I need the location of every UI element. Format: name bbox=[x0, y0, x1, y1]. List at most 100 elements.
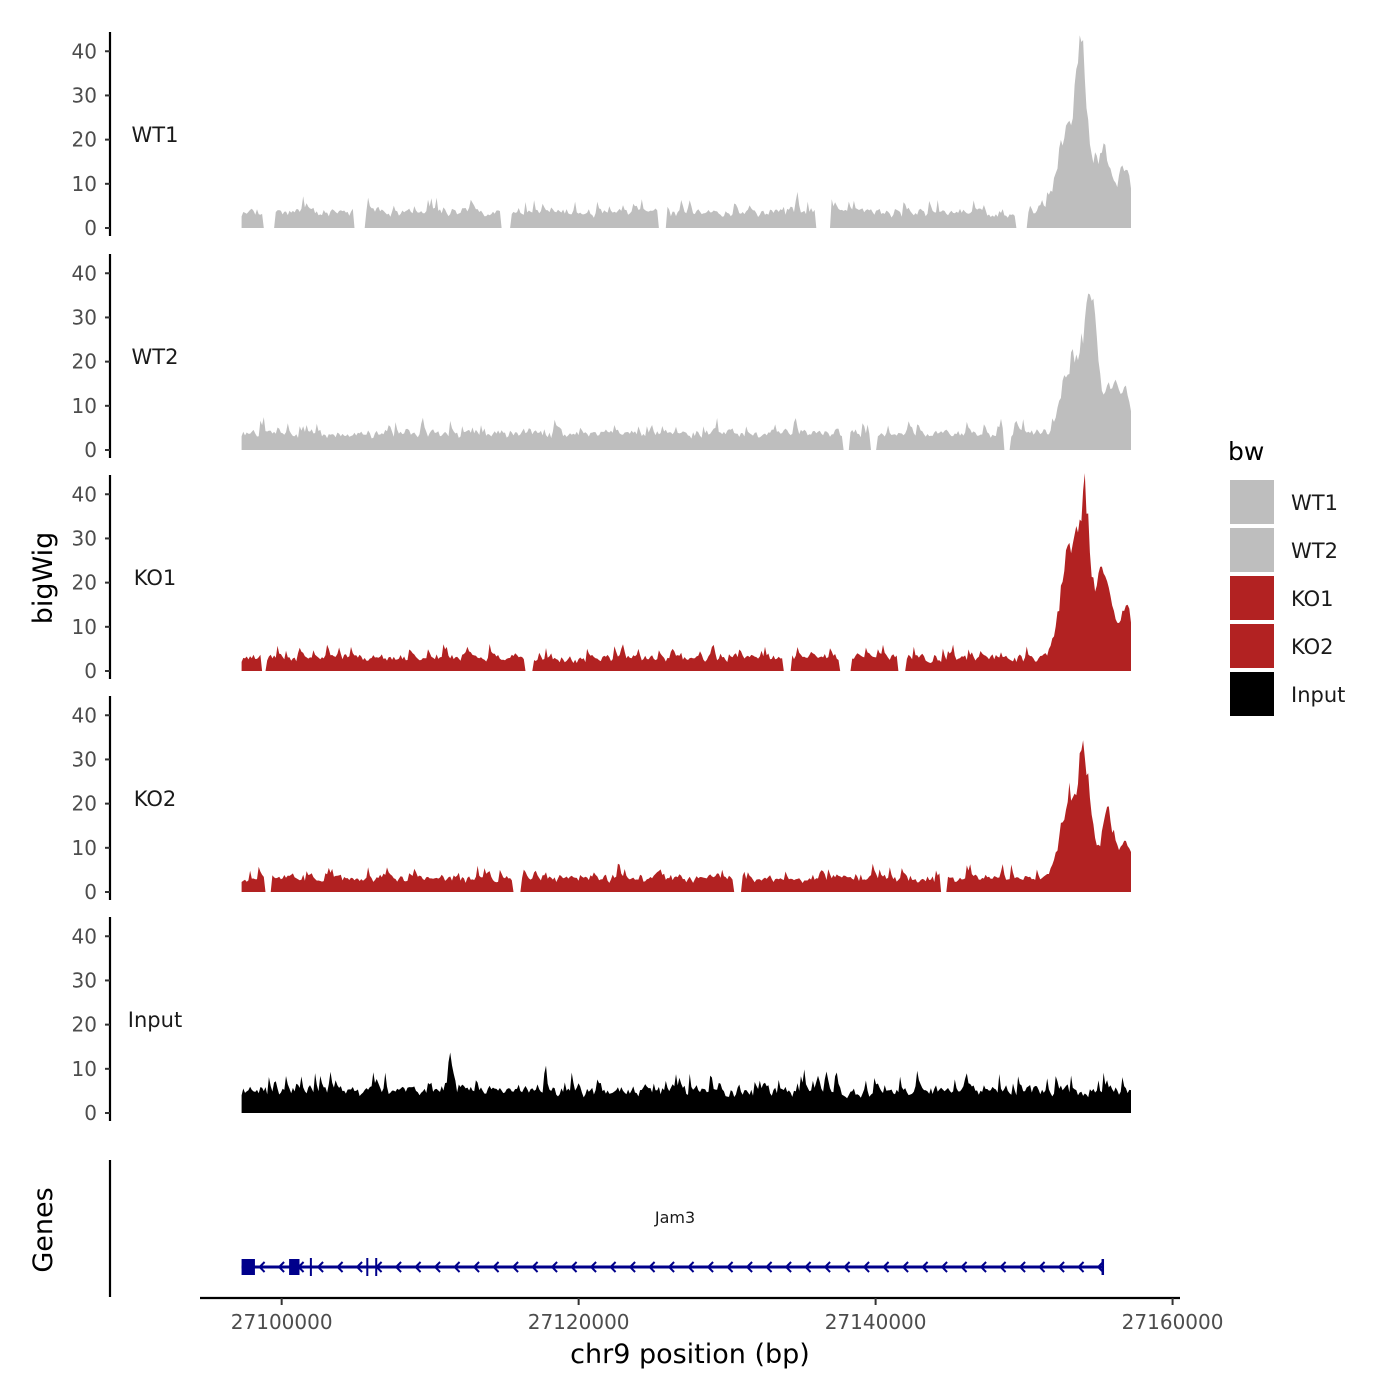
y-tick-label: 10 bbox=[72, 1057, 97, 1081]
y-tick-label: 20 bbox=[72, 571, 97, 595]
y-tick-label: 20 bbox=[72, 792, 97, 816]
strand-arrow bbox=[1018, 1261, 1026, 1273]
strand-arrow bbox=[531, 1261, 539, 1273]
signal-area bbox=[241, 740, 1132, 892]
strand-arrow bbox=[648, 1261, 656, 1273]
strand-arrow bbox=[609, 1261, 617, 1273]
strand-arrow bbox=[706, 1261, 714, 1273]
legend-swatch bbox=[1230, 624, 1274, 668]
y-tick-label: 30 bbox=[72, 526, 97, 550]
exon bbox=[366, 1258, 369, 1276]
strand-arrow bbox=[667, 1261, 675, 1273]
strand-arrow bbox=[804, 1261, 812, 1273]
y-tick-label: 40 bbox=[72, 482, 97, 506]
strand-arrow bbox=[784, 1261, 792, 1273]
y-tick-label: 40 bbox=[72, 924, 97, 948]
strand-arrow bbox=[453, 1261, 461, 1273]
exon bbox=[241, 1259, 255, 1275]
strand-arrow bbox=[394, 1261, 402, 1273]
strand-arrow bbox=[492, 1261, 500, 1273]
strand-arrow bbox=[355, 1261, 363, 1273]
strand-arrow bbox=[745, 1261, 753, 1273]
legend-label: WT1 bbox=[1291, 491, 1338, 515]
gene-label: Jam3 bbox=[654, 1208, 695, 1227]
track-label: WT2 bbox=[132, 345, 179, 369]
strand-arrow bbox=[277, 1261, 285, 1273]
legend-label: Input bbox=[1291, 683, 1345, 707]
track-panel: 0 10 20 30 40 KO2 bbox=[72, 696, 1132, 904]
track-panel: 0 10 20 30 40 WT2 bbox=[72, 254, 1132, 462]
track-panel: 0 10 20 30 40 Input bbox=[72, 917, 1132, 1125]
y-tick-label: 10 bbox=[72, 615, 97, 639]
strand-arrow bbox=[1057, 1261, 1065, 1273]
genes-axis-title: Genes bbox=[28, 1187, 59, 1272]
signal-area bbox=[241, 35, 1132, 228]
legend-swatch bbox=[1230, 528, 1274, 572]
track-label: WT1 bbox=[132, 123, 179, 147]
y-tick-label: 20 bbox=[72, 1013, 97, 1037]
strand-arrow bbox=[1038, 1261, 1046, 1273]
strand-arrow bbox=[921, 1261, 929, 1273]
legend: bw WT1 WT2 KO1 KO2 Input bbox=[1228, 437, 1345, 716]
strand-arrow bbox=[862, 1261, 870, 1273]
signal-area bbox=[241, 473, 1132, 671]
strand-arrow bbox=[1077, 1261, 1085, 1273]
legend-swatch bbox=[1230, 672, 1274, 716]
exon bbox=[289, 1259, 300, 1275]
y-tick-label: 30 bbox=[72, 747, 97, 771]
strand-arrow bbox=[901, 1261, 909, 1273]
x-axis: 27100000 27120000 27140000 27160000 bbox=[200, 1296, 1224, 1334]
exon bbox=[375, 1258, 378, 1276]
strand-arrow bbox=[316, 1261, 324, 1273]
track-panel: 0 10 20 30 40 KO1 bbox=[72, 473, 1132, 683]
y-tick-label: 10 bbox=[72, 394, 97, 418]
y-tick-label: 40 bbox=[72, 39, 97, 63]
y-tick-label: 0 bbox=[84, 880, 97, 904]
track-label: KO1 bbox=[134, 566, 177, 590]
signal-area bbox=[241, 1052, 1132, 1113]
strand-arrow bbox=[511, 1261, 519, 1273]
strand-arrow bbox=[687, 1261, 695, 1273]
legend-swatch bbox=[1230, 576, 1274, 620]
y-tick-label: 20 bbox=[72, 128, 97, 152]
x-tick-label: 27140000 bbox=[825, 1310, 927, 1334]
y-tick-label: 0 bbox=[84, 1101, 97, 1125]
strand-arrow bbox=[726, 1261, 734, 1273]
exon bbox=[309, 1258, 312, 1276]
strand-arrow bbox=[843, 1261, 851, 1273]
signal-area bbox=[241, 293, 1132, 450]
track-label: Input bbox=[128, 1008, 182, 1032]
gene-panel: Jam3 bbox=[108, 1160, 1105, 1297]
strand-arrow bbox=[940, 1261, 948, 1273]
y-tick-label: 30 bbox=[72, 305, 97, 329]
strand-arrow bbox=[1096, 1261, 1104, 1273]
strand-arrow bbox=[979, 1261, 987, 1273]
x-tick-label: 27160000 bbox=[1122, 1310, 1224, 1334]
legend-label: KO1 bbox=[1291, 587, 1334, 611]
legend-swatch bbox=[1230, 480, 1274, 524]
strand-arrow bbox=[472, 1261, 480, 1273]
strand-arrow bbox=[628, 1261, 636, 1273]
strand-arrow bbox=[823, 1261, 831, 1273]
strand-arrow bbox=[414, 1261, 422, 1273]
track-panel: 0 10 20 30 40 WT1 bbox=[72, 32, 1132, 240]
track-label: KO2 bbox=[134, 787, 177, 811]
strand-arrow bbox=[336, 1261, 344, 1273]
y-axis-title: bigWig bbox=[28, 532, 59, 625]
x-tick-label: 27120000 bbox=[528, 1310, 630, 1334]
y-tick-label: 30 bbox=[72, 83, 97, 107]
x-axis-title: chr9 position (bp) bbox=[570, 1339, 810, 1370]
strand-arrow bbox=[882, 1261, 890, 1273]
y-tick-label: 0 bbox=[84, 216, 97, 240]
y-tick-label: 10 bbox=[72, 836, 97, 860]
strand-arrow bbox=[999, 1261, 1007, 1273]
strand-arrow bbox=[550, 1261, 558, 1273]
y-tick-label: 0 bbox=[84, 659, 97, 683]
y-tick-label: 40 bbox=[72, 261, 97, 285]
y-tick-label: 30 bbox=[72, 968, 97, 992]
strand-arrow bbox=[960, 1261, 968, 1273]
strand-arrow bbox=[258, 1261, 266, 1273]
legend-label: KO2 bbox=[1291, 635, 1334, 659]
y-tick-label: 0 bbox=[84, 438, 97, 462]
